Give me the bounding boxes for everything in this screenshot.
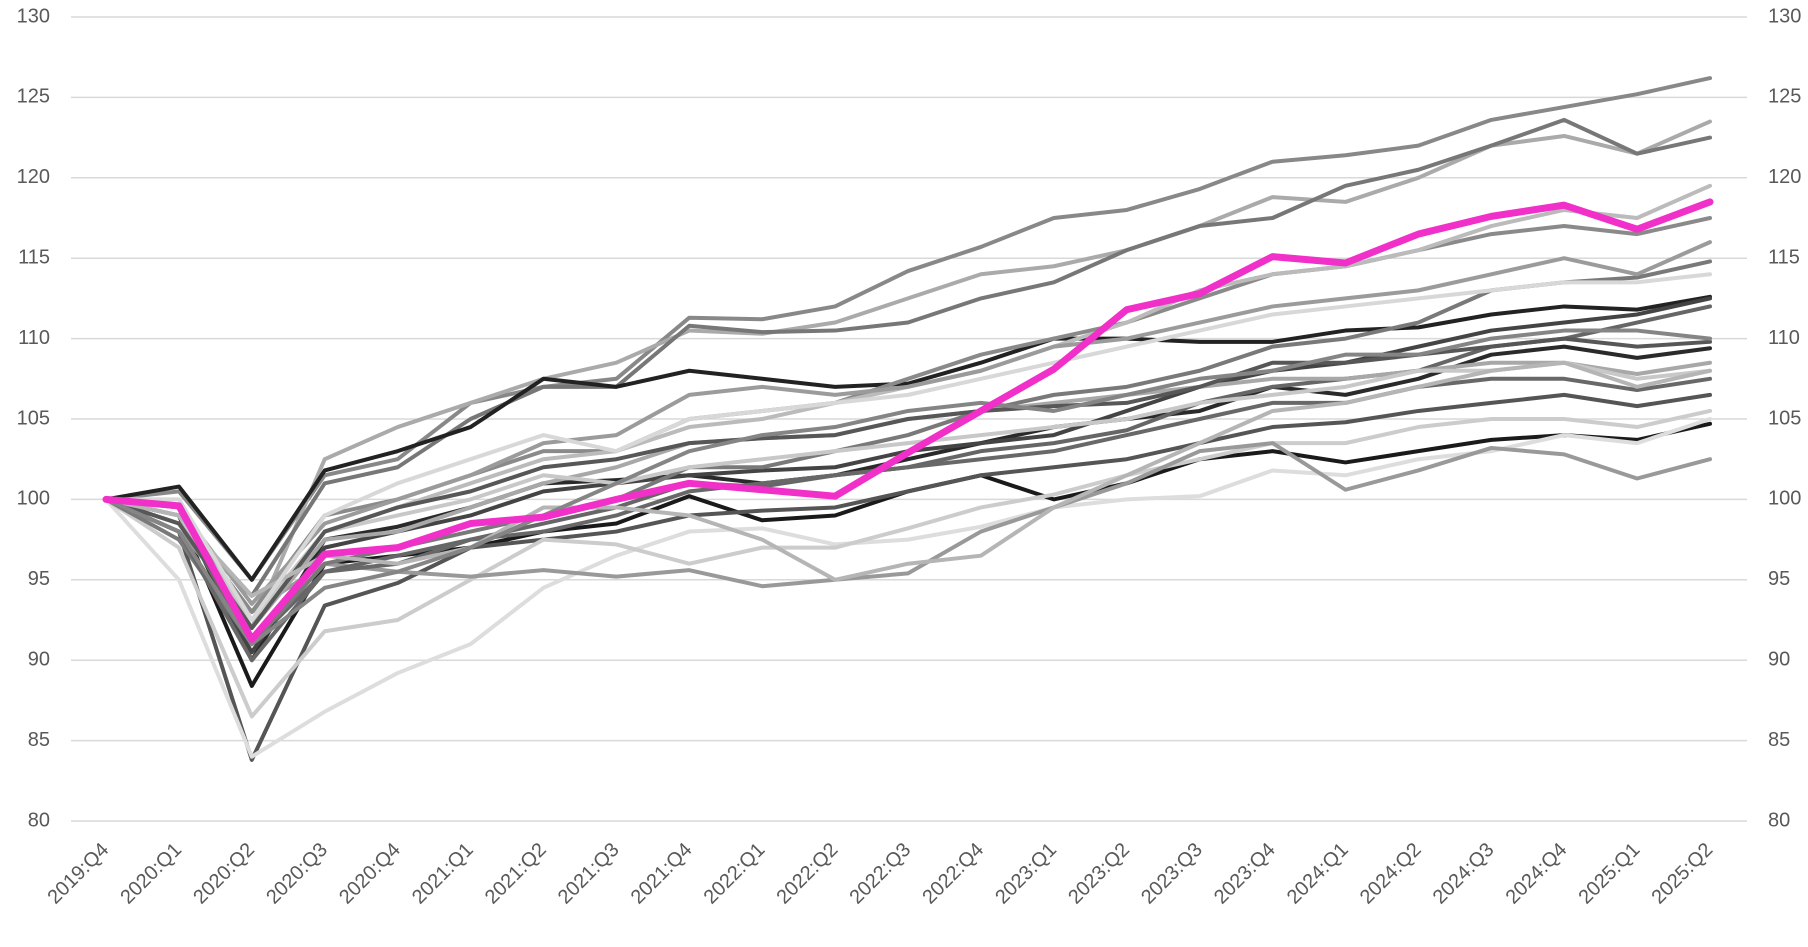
x-tick-label: 2021:Q2 <box>481 839 551 909</box>
x-tick-label: 2019:Q4 <box>43 839 113 909</box>
x-tick-label: 2020:Q2 <box>189 839 259 909</box>
x-tick-label: 2024:Q2 <box>1356 839 1426 909</box>
series-line <box>104 294 1712 582</box>
x-tick-label: 2023:Q1 <box>991 839 1061 909</box>
series-line <box>104 360 1712 598</box>
y-tick-label: 115 <box>18 246 50 268</box>
x-tick-label: 2025:Q1 <box>1575 839 1645 909</box>
series-line <box>104 376 1712 663</box>
y2-tick-label: 115 <box>1768 246 1800 268</box>
series-line <box>104 392 1712 762</box>
y2-tick-label: 100 <box>1768 488 1801 510</box>
y2-tick-label: 105 <box>1768 407 1801 429</box>
y2-tick-label: 125 <box>1768 86 1801 108</box>
series-line <box>104 336 1712 631</box>
series-line <box>104 417 1712 759</box>
series-line <box>104 304 1712 647</box>
y-tick-label: 110 <box>18 327 50 349</box>
y-tick-label: 130 <box>17 5 50 27</box>
y2-tick-label: 90 <box>1768 648 1790 670</box>
x-tick-label: 2021:Q4 <box>627 839 697 909</box>
x-tick-label: 2022:Q1 <box>700 839 770 909</box>
y2-tick-label: 130 <box>1768 5 1801 27</box>
x-tick-label: 2022:Q4 <box>918 839 988 909</box>
x-tick-label: 2023:Q2 <box>1064 839 1134 909</box>
series-line <box>104 272 1712 622</box>
series-line <box>104 76 1712 582</box>
x-tick-label: 2024:Q1 <box>1283 839 1353 909</box>
x-tick-label: 2023:Q3 <box>1137 839 1207 909</box>
series-line <box>104 408 1712 719</box>
x-tick-label: 2024:Q3 <box>1429 839 1499 909</box>
series-line <box>104 360 1712 631</box>
x-tick-label: 2022:Q3 <box>845 839 915 909</box>
x-tick-label: 2020:Q1 <box>116 839 186 909</box>
y-tick-label: 85 <box>28 729 50 751</box>
y-tick-label: 120 <box>17 166 50 188</box>
y-tick-label: 100 <box>17 488 50 510</box>
y2-tick-label: 95 <box>1768 568 1790 590</box>
series-line <box>104 328 1712 647</box>
y-tick-label: 105 <box>17 407 50 429</box>
series-line <box>104 360 1712 622</box>
x-tick-label: 2025:Q2 <box>1647 839 1717 909</box>
series-line <box>104 240 1712 606</box>
x-tick-label: 2020:Q3 <box>262 839 332 909</box>
series-line <box>102 198 1714 643</box>
x-tick-label: 2021:Q1 <box>408 839 478 909</box>
x-tick-label: 2022:Q2 <box>773 839 843 909</box>
y-tick-label: 80 <box>28 809 50 831</box>
series-line <box>104 117 1712 598</box>
x-tick-label: 2024:Q4 <box>1502 839 1572 909</box>
series-line <box>104 216 1712 614</box>
y2-tick-label: 85 <box>1768 729 1790 751</box>
y2-tick-label: 110 <box>1768 327 1800 349</box>
x-tick-label: 2023:Q4 <box>1210 839 1280 909</box>
y-tick-label: 90 <box>28 648 50 670</box>
x-tick-label: 2020:Q4 <box>335 839 405 909</box>
series-line <box>104 441 1712 614</box>
series-line <box>104 119 1712 631</box>
y2-tick-label: 120 <box>1768 166 1801 188</box>
y2-tick-label: 80 <box>1768 809 1790 831</box>
y-tick-label: 95 <box>28 568 50 590</box>
y-tick-label: 125 <box>17 86 50 108</box>
x-tick-label: 2021:Q3 <box>554 839 624 909</box>
